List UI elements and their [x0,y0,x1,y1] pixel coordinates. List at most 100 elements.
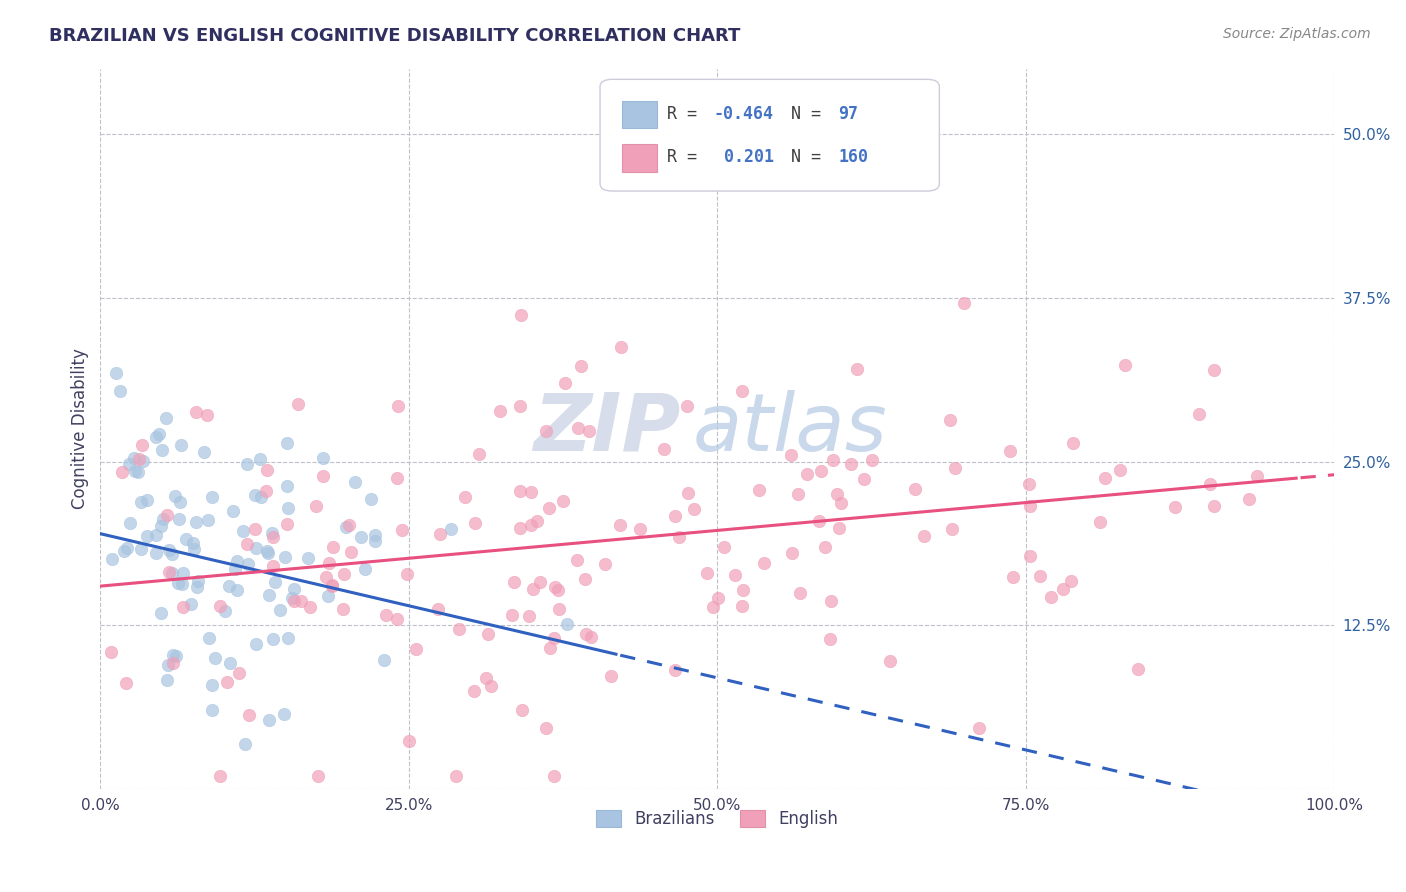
English [444,769,467,783]
Brazilians [277,500,299,515]
English [676,486,699,500]
Brazilians [183,542,205,557]
English [464,516,486,530]
English [796,467,818,481]
English [374,608,396,623]
English [1060,574,1083,589]
English [481,679,503,693]
Brazilians [198,631,221,645]
English [534,721,557,735]
English [1246,468,1268,483]
English [554,376,576,390]
English [340,545,363,559]
Brazilians [226,583,249,598]
English [839,457,862,471]
English [786,486,808,500]
English [519,608,541,623]
English [547,582,569,597]
Brazilians [101,552,124,566]
English [610,340,633,354]
English [1094,471,1116,485]
Brazilians [233,737,256,751]
Brazilians [312,451,335,466]
Brazilians [224,562,246,576]
English [543,631,565,645]
English [453,490,475,504]
Brazilians [204,651,226,665]
English [387,400,409,414]
Brazilians [335,520,357,534]
English [501,607,523,622]
English [1018,549,1040,564]
Brazilians [273,707,295,722]
English [1109,463,1132,477]
English [262,559,284,574]
Brazilians [439,522,461,536]
Brazilians [364,528,387,542]
Brazilians [193,444,215,458]
Brazilians [162,648,184,663]
Brazilians [131,495,153,509]
English [544,580,567,594]
English [707,591,730,605]
Brazilians [273,549,295,564]
Brazilians [297,550,319,565]
English [1062,436,1084,450]
English [290,594,312,608]
Brazilians [145,430,167,444]
English [1052,582,1074,597]
Brazilians [236,558,259,572]
English [520,485,543,500]
English [534,424,557,438]
Brazilians [162,566,184,580]
Brazilians [180,597,202,611]
English [696,566,718,580]
Brazilians [353,562,375,576]
English [1088,515,1111,529]
English [519,518,541,533]
English [475,671,498,685]
English [162,656,184,670]
English [1202,500,1225,514]
English [628,522,651,536]
English [156,508,179,522]
English [1126,662,1149,676]
Brazilians [155,411,177,425]
Brazilians [157,543,180,558]
English [447,622,470,636]
English [702,600,724,615]
Brazilians [245,541,267,555]
English [385,471,408,485]
Brazilians [250,490,273,504]
English [332,602,354,616]
English [509,399,531,413]
Brazilians [197,513,219,527]
Brazilians [170,577,193,591]
English [321,578,343,592]
English [825,487,848,501]
English [172,600,194,615]
English [551,493,574,508]
English [939,413,962,427]
English [529,575,551,590]
English [1002,569,1025,583]
English [578,425,600,439]
English [509,521,531,535]
Brazilians [249,452,271,467]
English [823,452,845,467]
English [208,599,231,613]
English [1000,444,1022,458]
Brazilians [127,465,149,479]
English [567,420,589,434]
English [543,769,565,783]
English [860,452,883,467]
English [574,573,596,587]
English [814,540,837,554]
English [1018,499,1040,513]
English [789,586,811,600]
English [733,582,755,597]
Text: atlas: atlas [693,390,887,468]
English [967,721,990,735]
English [1204,363,1226,377]
Brazilians [163,488,186,502]
